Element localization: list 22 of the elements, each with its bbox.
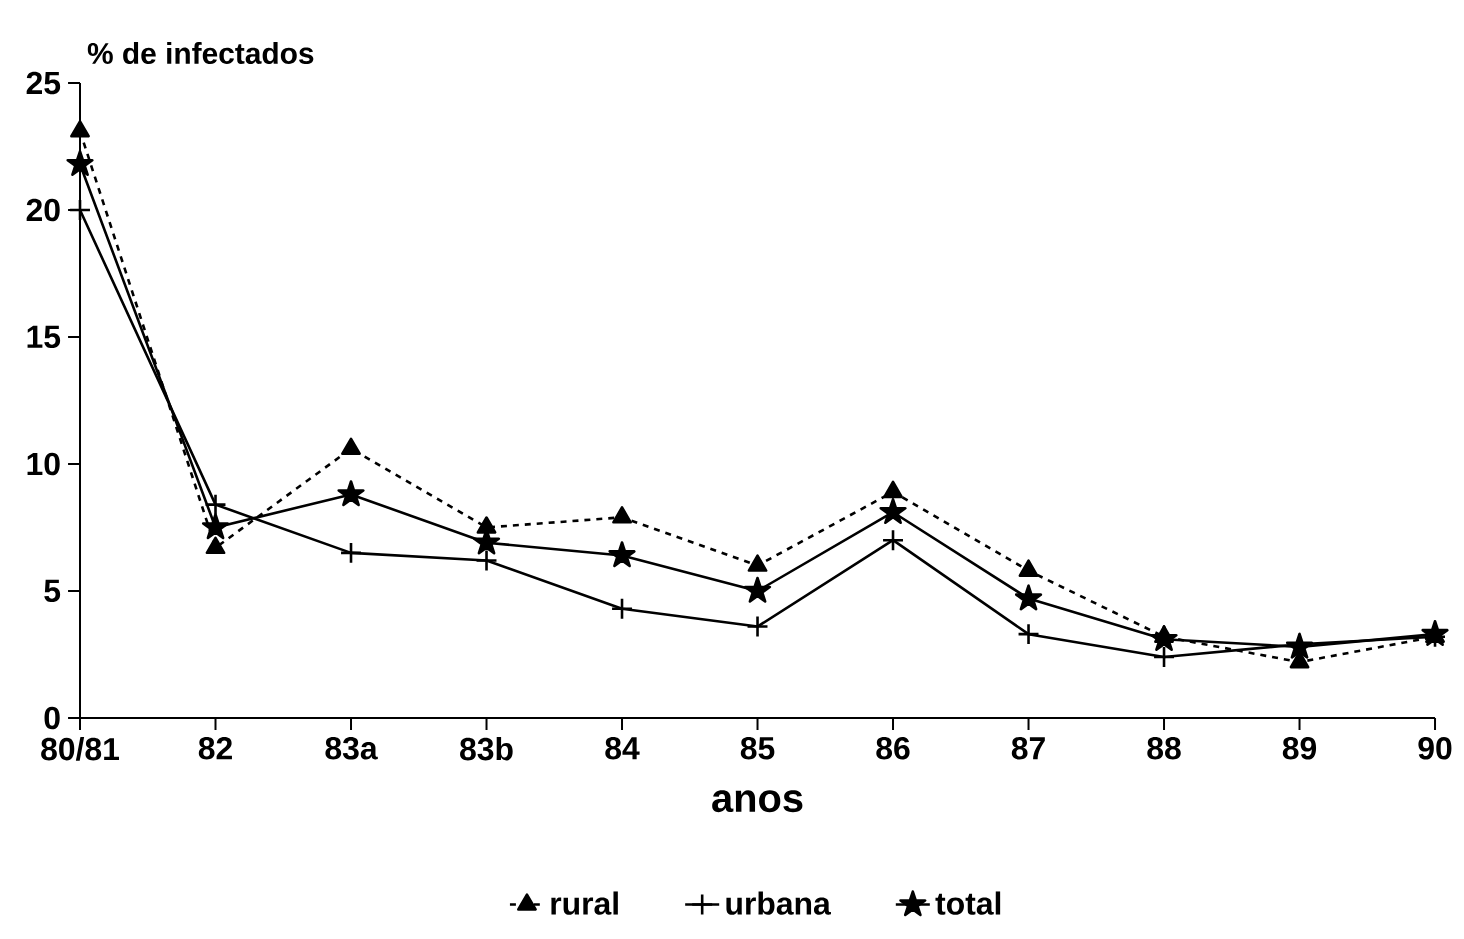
- y-tick-label: 25: [26, 71, 61, 95]
- x-tick-label: 80/81: [41, 736, 119, 761]
- legend-label: urbana: [726, 891, 831, 915]
- x-tick-label: 84: [605, 736, 640, 760]
- y-tick-label: 0: [44, 706, 60, 730]
- y-tick-label: 10: [27, 452, 60, 476]
- x-tick-label: 89: [1282, 736, 1317, 760]
- y-tick-label: 20: [26, 198, 60, 222]
- x-axis-title: anos: [712, 790, 803, 813]
- y-tick-label: 15: [27, 325, 61, 349]
- x-tick-label: 90: [1418, 736, 1452, 760]
- legend-label: total: [935, 891, 1001, 915]
- x-tick-label: 86: [876, 736, 910, 760]
- y-axis-title: % de infectados: [87, 42, 314, 64]
- x-tick-label: 83a: [325, 736, 378, 760]
- y-tick-label: 5: [44, 579, 61, 603]
- x-tick-label: 85: [740, 736, 775, 760]
- legend-label: rural: [551, 891, 618, 915]
- x-tick-label: 83b: [460, 736, 513, 761]
- x-tick-label: 82: [198, 736, 232, 760]
- x-tick-label: 87: [1011, 736, 1045, 760]
- x-tick-label: 88: [1147, 736, 1181, 760]
